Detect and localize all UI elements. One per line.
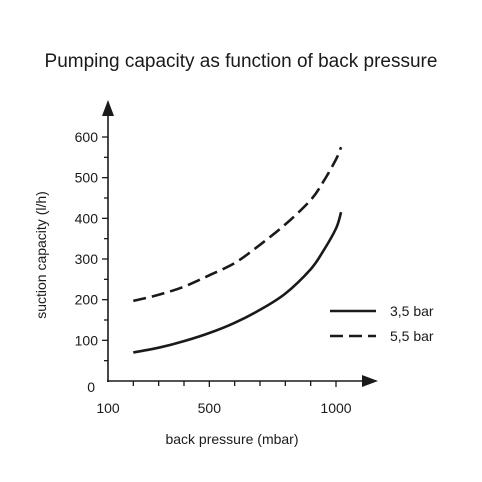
y-tick-label-200: 200 [75, 292, 99, 308]
chart-title: Pumping capacity as function of back pre… [45, 51, 438, 72]
y-tick-label-100: 100 [75, 332, 99, 348]
x-tick-label-500: 500 [198, 400, 222, 416]
y-axis-arrowhead [102, 100, 114, 116]
legend-label-3-5-bar: 3,5 bar [390, 303, 434, 319]
legend: 3,5 bar 5,5 bar [330, 303, 434, 344]
x-tick-label-100: 100 [96, 400, 120, 416]
ticks [102, 136, 337, 387]
series-line-5-5-bar [133, 146, 343, 303]
y-tick-label-300: 300 [75, 251, 99, 267]
x-axis-arrowhead [362, 375, 378, 387]
x-tick-label-1000: 1000 [320, 400, 351, 416]
y-tick-label-500: 500 [75, 170, 99, 186]
legend-label-5-5-bar: 5,5 bar [390, 328, 434, 344]
axes [102, 100, 378, 387]
series-line-3-5-bar [133, 211, 343, 354]
x-axis-label: back pressure (mbar) [165, 431, 298, 447]
y-tick-label-600: 600 [75, 129, 99, 145]
y-axis-label: suction capacity (l/h) [33, 191, 49, 319]
series-group [133, 146, 343, 354]
y-tick-label-0: 0 [87, 379, 95, 395]
y-tick-label-400: 400 [75, 210, 99, 226]
